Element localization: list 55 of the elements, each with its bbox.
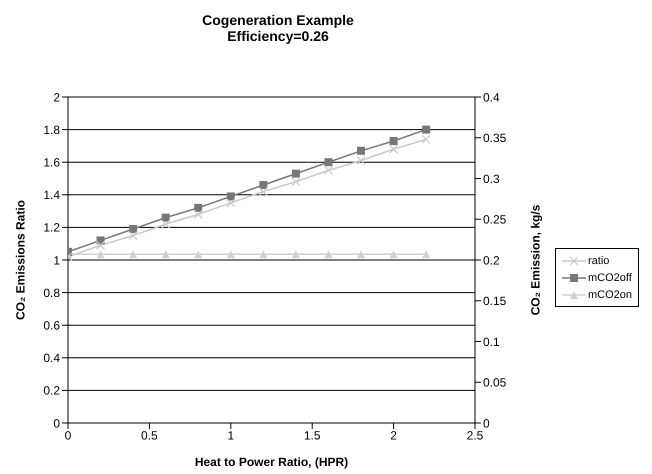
point (162, 214, 170, 222)
chart-title: Cogeneration Example (201, 12, 355, 28)
y-tick-label: 1 (53, 253, 60, 268)
y-tick-label: 0.8 (43, 286, 60, 300)
y2-tick-label: 0 (483, 416, 490, 430)
legend-label: mCO2on (588, 288, 632, 300)
legend-label: ratio (588, 254, 610, 266)
y2-tick-label: 0.4 (483, 90, 500, 104)
point (226, 250, 235, 258)
point (324, 250, 332, 258)
y2-tick-label: 0.25 (483, 212, 507, 227)
y2-axis-title: CO₂ Emission, kg/s (528, 204, 542, 316)
point (390, 137, 398, 146)
y-axis-title: CO₂ Emissions Ratio (13, 200, 28, 320)
y-tick-label: 1.6 (43, 155, 60, 170)
point (422, 250, 430, 258)
point (292, 250, 300, 258)
y2-tick-label: 0.3 (483, 172, 500, 186)
point (162, 250, 170, 258)
x-tick-label: 2.5 (466, 428, 484, 443)
x-axis-title: Heat to Power Ratio, (HPR) (194, 455, 348, 469)
y-tick-label: 0 (53, 416, 60, 430)
y2-tick-label: 0.05 (483, 376, 507, 390)
legend-label: mCO2off (588, 272, 632, 284)
chart-subtitle: Efficiency=0.26 (226, 28, 330, 44)
y-tick-label: 1.2 (43, 220, 60, 235)
point (129, 225, 138, 234)
point (324, 158, 332, 166)
point (129, 250, 138, 258)
point (390, 250, 398, 258)
y2-tick-label: 0.2 (483, 253, 500, 268)
y-tick-label: 1.8 (43, 122, 60, 137)
point (259, 181, 268, 190)
point (422, 126, 430, 134)
y-tick-label: 1.4 (43, 188, 60, 202)
point (226, 192, 235, 200)
x-tick-label: 1.5 (304, 428, 321, 443)
y-tick-label: 0.6 (43, 318, 60, 332)
y-tick-label: 0.4 (43, 351, 60, 366)
point (259, 250, 268, 258)
point (357, 250, 366, 258)
y-tick-label: 2 (53, 90, 60, 104)
x-tick-label: 2 (390, 428, 398, 443)
y2-tick-label: 0.35 (483, 131, 507, 146)
point (292, 170, 300, 178)
y2-tick-label: 0.1 (483, 334, 500, 349)
y-tick-label: 0.2 (43, 384, 60, 398)
x-tick-label: 0.5 (141, 428, 158, 443)
point (194, 204, 202, 212)
point (357, 146, 366, 155)
y2-tick-label: 0.15 (483, 294, 507, 308)
point (194, 250, 202, 258)
x-tick-label: 1 (227, 428, 234, 443)
point (96, 250, 105, 258)
x-tick-label: 0 (64, 428, 72, 443)
